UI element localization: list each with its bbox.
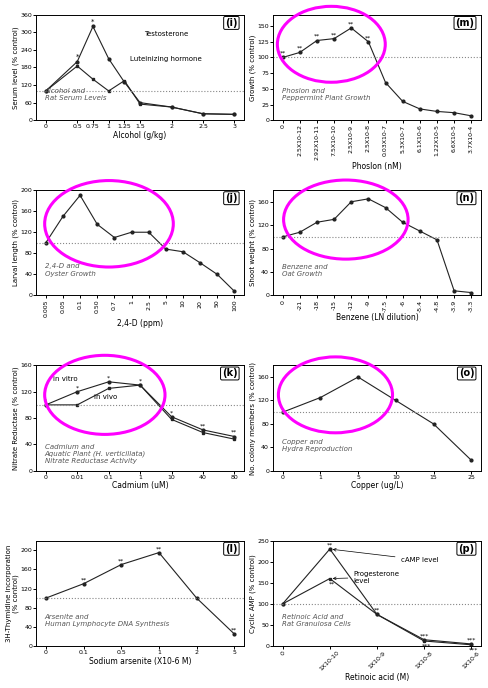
- Y-axis label: Cyclic AMP (% control): Cyclic AMP (% control): [249, 554, 256, 633]
- Text: (k): (k): [222, 369, 238, 378]
- Text: Arsenite and
Human Lymphocyte DNA Synthesis: Arsenite and Human Lymphocyte DNA Synthe…: [45, 614, 169, 627]
- Text: **: **: [326, 543, 333, 548]
- Text: **: **: [280, 51, 286, 56]
- Text: *: *: [139, 378, 142, 383]
- Text: *: *: [170, 410, 173, 415]
- X-axis label: Cadmium (uM): Cadmium (uM): [112, 482, 168, 491]
- Text: **: **: [231, 627, 238, 633]
- Text: 2,4-D and
Oyster Growth: 2,4-D and Oyster Growth: [45, 264, 96, 277]
- Y-axis label: Nitrate Reductase (% control): Nitrate Reductase (% control): [13, 366, 19, 470]
- X-axis label: Alcohol (g/kg): Alcohol (g/kg): [114, 131, 167, 140]
- X-axis label: Copper (ug/L): Copper (ug/L): [351, 482, 403, 491]
- Text: **: **: [231, 430, 238, 435]
- X-axis label: 2,4-D (ppm): 2,4-D (ppm): [117, 319, 163, 327]
- Text: **: **: [118, 558, 124, 563]
- Text: ***: ***: [419, 633, 429, 638]
- Text: **: **: [329, 581, 335, 586]
- Text: (p): (p): [458, 544, 474, 554]
- Text: Testosterone: Testosterone: [144, 31, 188, 37]
- Text: **: **: [348, 21, 354, 26]
- Text: (l): (l): [225, 544, 238, 554]
- Text: **: **: [297, 46, 303, 51]
- Text: in vivo: in vivo: [95, 394, 118, 400]
- Text: (i): (i): [225, 18, 238, 28]
- Text: Copper and
Hydra Reproduction: Copper and Hydra Reproduction: [282, 439, 352, 452]
- Text: **: **: [81, 577, 87, 582]
- Text: **: **: [156, 546, 162, 551]
- X-axis label: Phoslon (nM): Phoslon (nM): [352, 162, 402, 171]
- Text: **: **: [314, 34, 320, 39]
- Text: *: *: [91, 19, 95, 25]
- Text: (o): (o): [459, 369, 474, 378]
- Text: Retinoic Acid and
Rat Granulosa Cells: Retinoic Acid and Rat Granulosa Cells: [282, 614, 350, 627]
- Text: (j): (j): [225, 193, 238, 203]
- Text: ***: ***: [469, 647, 478, 652]
- Y-axis label: No. colony members (% control): No. colony members (% control): [249, 362, 256, 475]
- Y-axis label: Shoot weight (% control): Shoot weight (% control): [249, 200, 256, 286]
- Text: Progesterone
level: Progesterone level: [333, 571, 399, 584]
- Text: Phoslon and
Peppermint Plant Growth: Phoslon and Peppermint Plant Growth: [282, 88, 370, 101]
- Text: Benzene and
Oat Growth: Benzene and Oat Growth: [282, 264, 327, 277]
- Text: **: **: [200, 423, 206, 428]
- Text: cAMP level: cAMP level: [333, 548, 438, 563]
- Text: Alcohol and
Rat Serum Levels: Alcohol and Rat Serum Levels: [45, 88, 106, 101]
- Text: ***: ***: [422, 644, 431, 649]
- Text: *: *: [76, 385, 79, 390]
- Text: Luteinizing hormone: Luteinizing hormone: [130, 56, 202, 62]
- Text: *: *: [76, 54, 79, 60]
- Text: *: *: [107, 375, 110, 380]
- Text: (m): (m): [455, 18, 474, 28]
- Text: in vitro: in vitro: [53, 376, 78, 382]
- Text: *: *: [44, 398, 47, 403]
- Text: **: **: [374, 608, 380, 613]
- Text: Cadmium and
Aquatic Plant (H. verticillata)
Nitrate Reductase Activity: Cadmium and Aquatic Plant (H. verticilla…: [45, 444, 146, 464]
- Text: (n): (n): [459, 193, 474, 203]
- Y-axis label: Larval length (% control): Larval length (% control): [13, 200, 19, 286]
- Y-axis label: Serum level (% control): Serum level (% control): [12, 26, 19, 109]
- Y-axis label: 3H-Thymidine incorporation
(% control): 3H-Thymidine incorporation (% control): [5, 545, 19, 642]
- Text: **: **: [365, 35, 371, 41]
- X-axis label: Retinoic acid (M): Retinoic acid (M): [345, 674, 409, 682]
- X-axis label: Benzene (LN dilution): Benzene (LN dilution): [336, 313, 418, 322]
- Text: ***: ***: [467, 637, 476, 643]
- Y-axis label: Growth (% control): Growth (% control): [249, 34, 256, 100]
- Text: **: **: [331, 32, 337, 37]
- X-axis label: Sodium arsenite (X10-6 M): Sodium arsenite (X10-6 M): [89, 656, 191, 665]
